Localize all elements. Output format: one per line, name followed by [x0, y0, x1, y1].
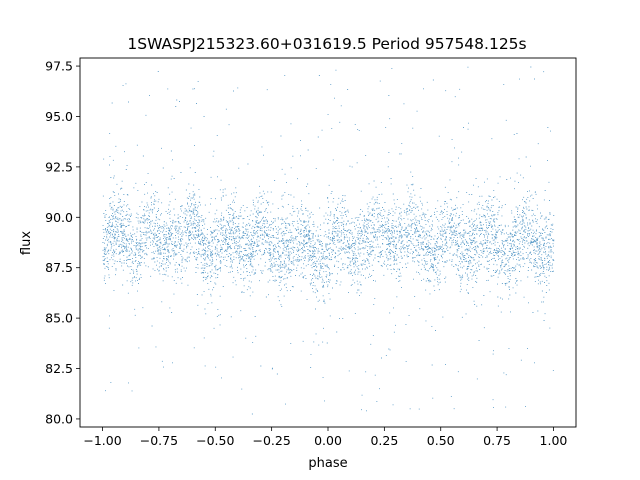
x-axis-label: phase: [308, 456, 347, 471]
y-axis: 80.0 82.5 85.0 87.5 90.0 92.5 95.0 97.5: [45, 59, 80, 426]
y-tick-label: 87.5: [45, 260, 73, 275]
x-tick-label: 1.00: [540, 433, 568, 448]
x-tick-label: −0.75: [140, 433, 178, 448]
scatter-point-cloud: [102, 66, 555, 415]
x-tick-label: 0.25: [370, 433, 398, 448]
x-tick-label: −1.00: [83, 433, 121, 448]
x-tick-label: 0.50: [427, 433, 455, 448]
y-axis-label: flux: [19, 231, 34, 255]
x-tick-label: 0.00: [314, 433, 342, 448]
y-tick-label: 85.0: [45, 311, 73, 326]
y-tick-label: 80.0: [45, 411, 73, 426]
y-tick-label: 92.5: [45, 159, 73, 174]
x-tick-label: 0.75: [483, 433, 511, 448]
chart-title: 1SWASPJ215323.60+031619.5 Period 957548.…: [127, 35, 526, 53]
y-tick-label: 90.0: [45, 210, 73, 225]
y-tick-label: 95.0: [45, 109, 73, 124]
scatter-points: [102, 66, 555, 415]
x-axis: −1.00 −0.75 −0.50 −0.25 0.00 0.25 0.50 0.75 1.00: [83, 427, 567, 448]
x-tick-label: −0.25: [252, 433, 290, 448]
y-tick-label: 97.5: [45, 59, 73, 74]
x-tick-label: −0.50: [196, 433, 234, 448]
y-tick-label: 82.5: [45, 361, 73, 376]
